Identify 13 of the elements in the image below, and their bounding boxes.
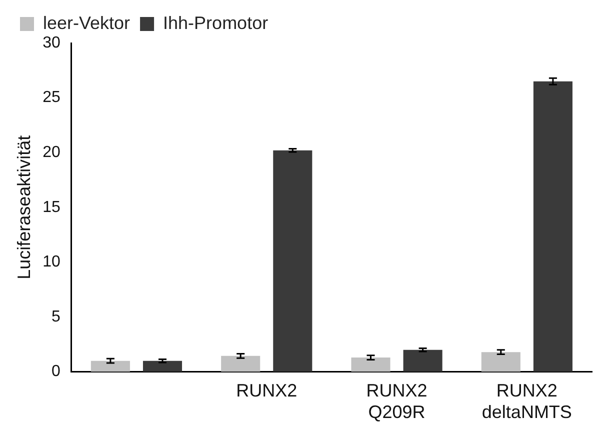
y-tick-label: 20 [42,144,60,162]
y-axis-title: Luciferaseaktivität [14,135,34,280]
y-tick-label: 10 [42,254,60,271]
legend-label: leer-Vektor [43,12,130,33]
y-tick-label: 15 [42,198,60,216]
y-tick-label: 25 [42,89,60,106]
y-tick-label: 30 [42,34,60,52]
x-tick-label: RUNX2 deltaNMTS [482,380,572,422]
x-tick-label: RUNX2 Q209R [366,380,428,422]
x-tick-label: RUNX2 [236,380,298,401]
y-tick-label: 0 [51,363,60,380]
legend-label: Ihh-Promotor [163,12,268,33]
y-tick-label: 5 [51,308,60,326]
